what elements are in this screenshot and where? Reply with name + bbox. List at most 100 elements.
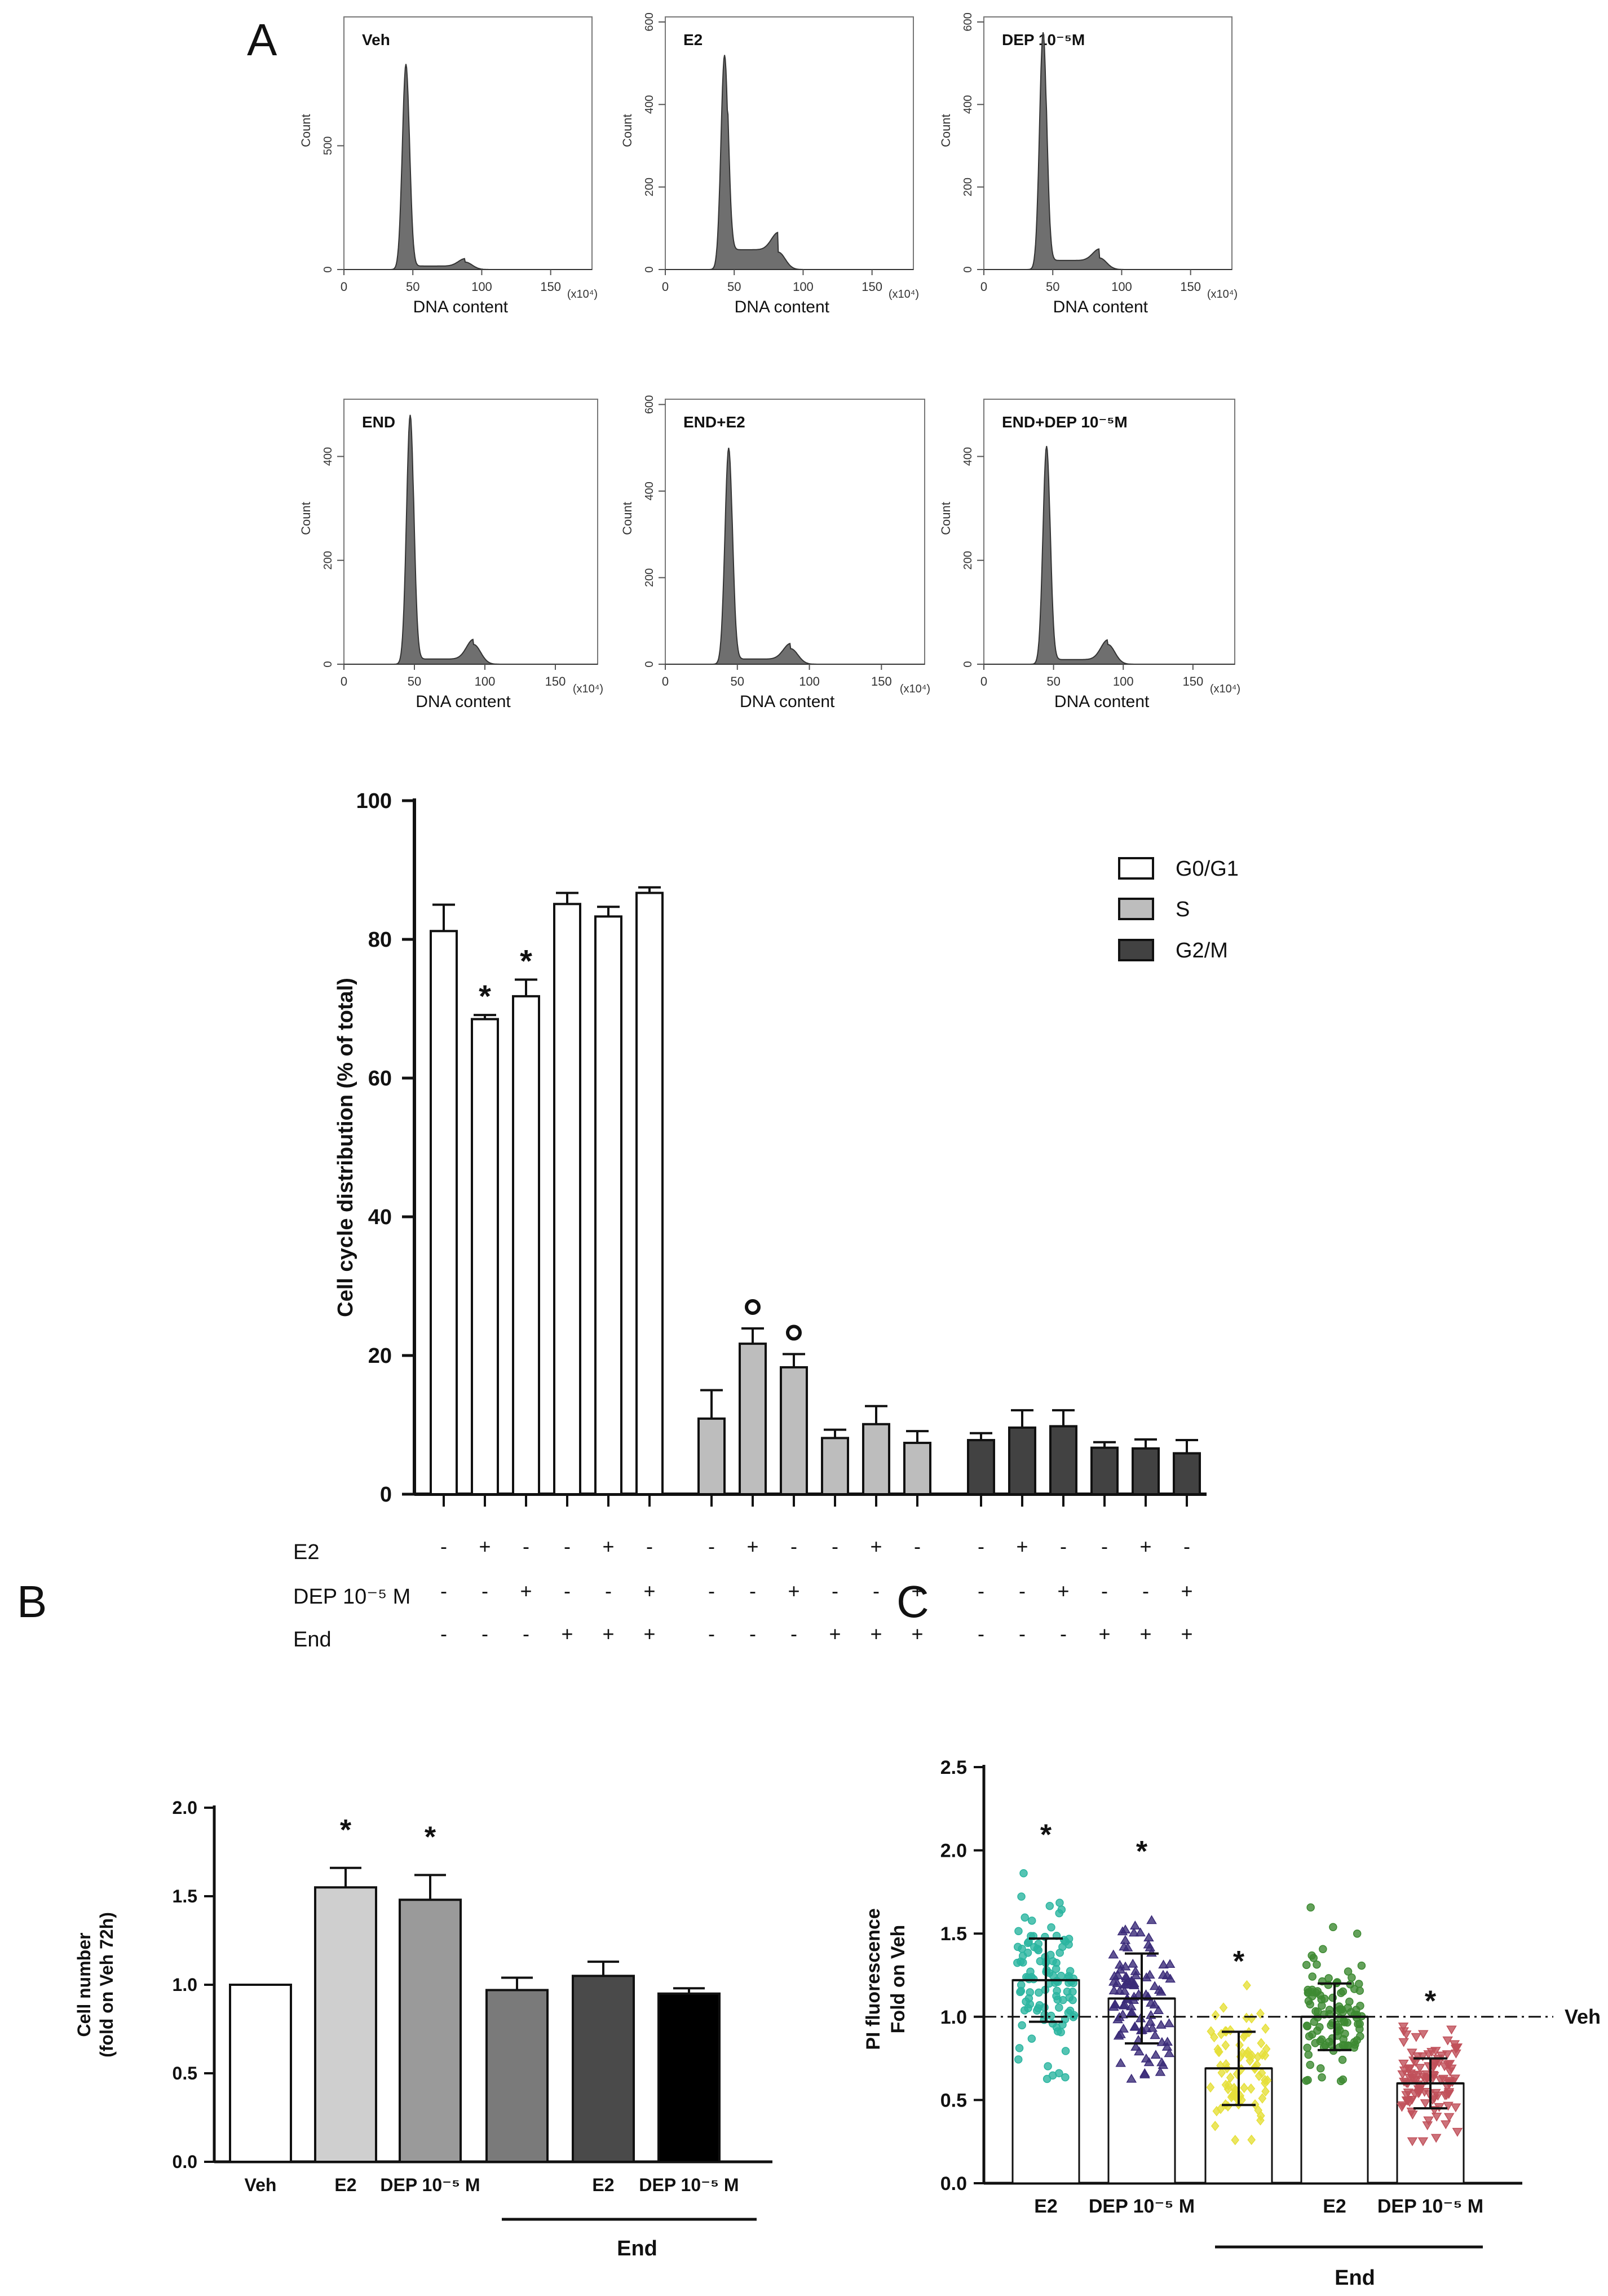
treatment-sign: + bbox=[911, 1622, 923, 1645]
data-point bbox=[1451, 2049, 1461, 2059]
histogram-x-tick-label: 150 bbox=[871, 674, 892, 688]
histogram-x-tick-label: 50 bbox=[408, 674, 421, 688]
cell-number-y-axis-label-2: (fold on Veh 72h) bbox=[96, 1912, 117, 2057]
data-point bbox=[1128, 1927, 1139, 1937]
treatment-sign: + bbox=[829, 1622, 841, 1645]
histogram-panel: END+E2 0 200 400 600 0 50 100 150 DNA content Coun… bbox=[620, 395, 930, 711]
data-point bbox=[1231, 2135, 1240, 2145]
histogram-y-tick-label: 400 bbox=[322, 447, 334, 466]
data-point bbox=[1027, 1917, 1036, 1925]
histogram-x-unit-label: (x10⁴) bbox=[567, 288, 598, 301]
data-point bbox=[1351, 2041, 1359, 2049]
cell-cycle-chart: 0 20 40 60 80 100 Cell cycle distribution (% o… bbox=[293, 789, 1239, 1652]
data-point bbox=[1452, 2043, 1463, 2053]
bar-g0g1 bbox=[594, 915, 622, 1495]
data-point bbox=[1126, 2073, 1137, 2083]
data-point bbox=[1254, 2070, 1264, 2081]
bar-s bbox=[821, 1437, 849, 1496]
data-point bbox=[1226, 2072, 1235, 2083]
pi-y-tick-label: 1.0 bbox=[940, 2007, 967, 2028]
histogram-x-unit-label: (x10⁴) bbox=[1207, 288, 1238, 301]
data-point bbox=[1129, 1920, 1141, 1929]
treatment-sign: - bbox=[440, 1622, 447, 1645]
treatment-sign: - bbox=[832, 1535, 838, 1558]
histogram-frame bbox=[343, 16, 593, 270]
data-point bbox=[1130, 2042, 1141, 2051]
data-point bbox=[1129, 1978, 1139, 1988]
cell-number-y-axis-label: Cell number bbox=[74, 1933, 94, 2037]
histogram-x-tick-label: 150 bbox=[862, 280, 882, 294]
treatment-sign: - bbox=[605, 1579, 612, 1602]
data-point bbox=[1114, 1985, 1125, 1995]
data-point bbox=[1415, 2064, 1425, 2073]
data-point bbox=[1446, 2025, 1457, 2035]
data-point bbox=[1340, 2016, 1348, 2025]
bar-g2m bbox=[1008, 1426, 1036, 1495]
histogram-x-tick-label: 150 bbox=[1182, 674, 1203, 688]
histogram-frame bbox=[665, 399, 925, 665]
histogram-y-tick-label: 500 bbox=[322, 136, 334, 155]
histogram-y-tick-label: 0 bbox=[962, 266, 974, 272]
cell-cycle-y-tick-label: 100 bbox=[356, 789, 392, 813]
data-point bbox=[1063, 1987, 1072, 1996]
data-point bbox=[1014, 1942, 1022, 1951]
treatment-sign: + bbox=[1181, 1622, 1192, 1645]
data-point bbox=[1206, 2082, 1215, 2093]
treatment-sign: - bbox=[564, 1535, 571, 1558]
data-point bbox=[1345, 1997, 1354, 2006]
data-point bbox=[1155, 2067, 1166, 2076]
dna-histogram-curve bbox=[665, 55, 913, 270]
bar-g0g1 bbox=[635, 891, 664, 1495]
data-point bbox=[1338, 2041, 1348, 2050]
histogram-frame bbox=[665, 16, 914, 270]
data-point bbox=[1161, 2042, 1173, 2051]
bar-g0g1 bbox=[553, 903, 581, 1495]
data-point bbox=[1316, 2064, 1325, 2073]
data-point bbox=[1443, 2101, 1454, 2111]
histogram-y-tick-label: 600 bbox=[962, 12, 974, 31]
bar-g2m bbox=[1173, 1452, 1201, 1495]
cell-number-y-tick-label: 0.0 bbox=[173, 2152, 197, 2172]
histogram-y-tick-label: 200 bbox=[962, 551, 974, 569]
histogram-x-tick-label: 0 bbox=[341, 674, 347, 688]
data-point bbox=[1306, 1903, 1315, 1912]
significance-star: * bbox=[425, 1821, 436, 1853]
treatment-sign: + bbox=[1139, 1622, 1151, 1645]
data-point bbox=[1061, 2073, 1070, 2082]
data-point bbox=[1158, 1970, 1169, 1979]
data-point bbox=[1242, 2012, 1251, 2023]
data-point bbox=[1338, 2075, 1348, 2084]
data-point bbox=[1356, 2002, 1364, 2010]
data-point bbox=[1318, 2073, 1326, 2082]
data-point bbox=[1438, 2074, 1449, 2084]
treatment-sign: - bbox=[978, 1622, 984, 1645]
data-point bbox=[1353, 1929, 1362, 1938]
histogram-x-tick-label: 0 bbox=[980, 674, 987, 688]
data-point bbox=[1350, 1985, 1359, 1993]
treatment-sign: + bbox=[643, 1622, 655, 1645]
data-point bbox=[1057, 1905, 1066, 1914]
treatment-sign: + bbox=[602, 1622, 614, 1645]
histogram-x-tick-label: 100 bbox=[1111, 280, 1132, 294]
histogram-x-tick-label: 50 bbox=[1046, 280, 1059, 294]
cell-number-bar bbox=[572, 1975, 635, 2163]
histogram-panel: END 0 200 400 0 50 100 150 DNA content Count (x10⁴… bbox=[299, 399, 603, 711]
treatment-sign: - bbox=[1060, 1535, 1067, 1558]
data-point bbox=[1018, 2021, 1026, 2030]
legend-label: S bbox=[1176, 898, 1190, 921]
data-point bbox=[1112, 2014, 1123, 2024]
data-point bbox=[1158, 1959, 1169, 1969]
data-point bbox=[1325, 2037, 1333, 2046]
treatment-sign: - bbox=[564, 1579, 571, 1602]
cell-number-bar bbox=[399, 1898, 462, 2163]
dna-histogram-curve bbox=[984, 445, 1235, 665]
histogram-y-tick-label: 400 bbox=[962, 447, 974, 466]
cell-number-y-tick-label: 0.5 bbox=[173, 2063, 197, 2083]
cell-cycle-y-tick-label: 20 bbox=[368, 1344, 392, 1368]
data-point bbox=[1023, 1939, 1032, 1948]
histogram-y-tick-label: 0 bbox=[962, 661, 974, 667]
cell-number-y-tick-label: 1.0 bbox=[173, 1975, 197, 1995]
histogram-y-tick-label: 600 bbox=[643, 395, 656, 414]
